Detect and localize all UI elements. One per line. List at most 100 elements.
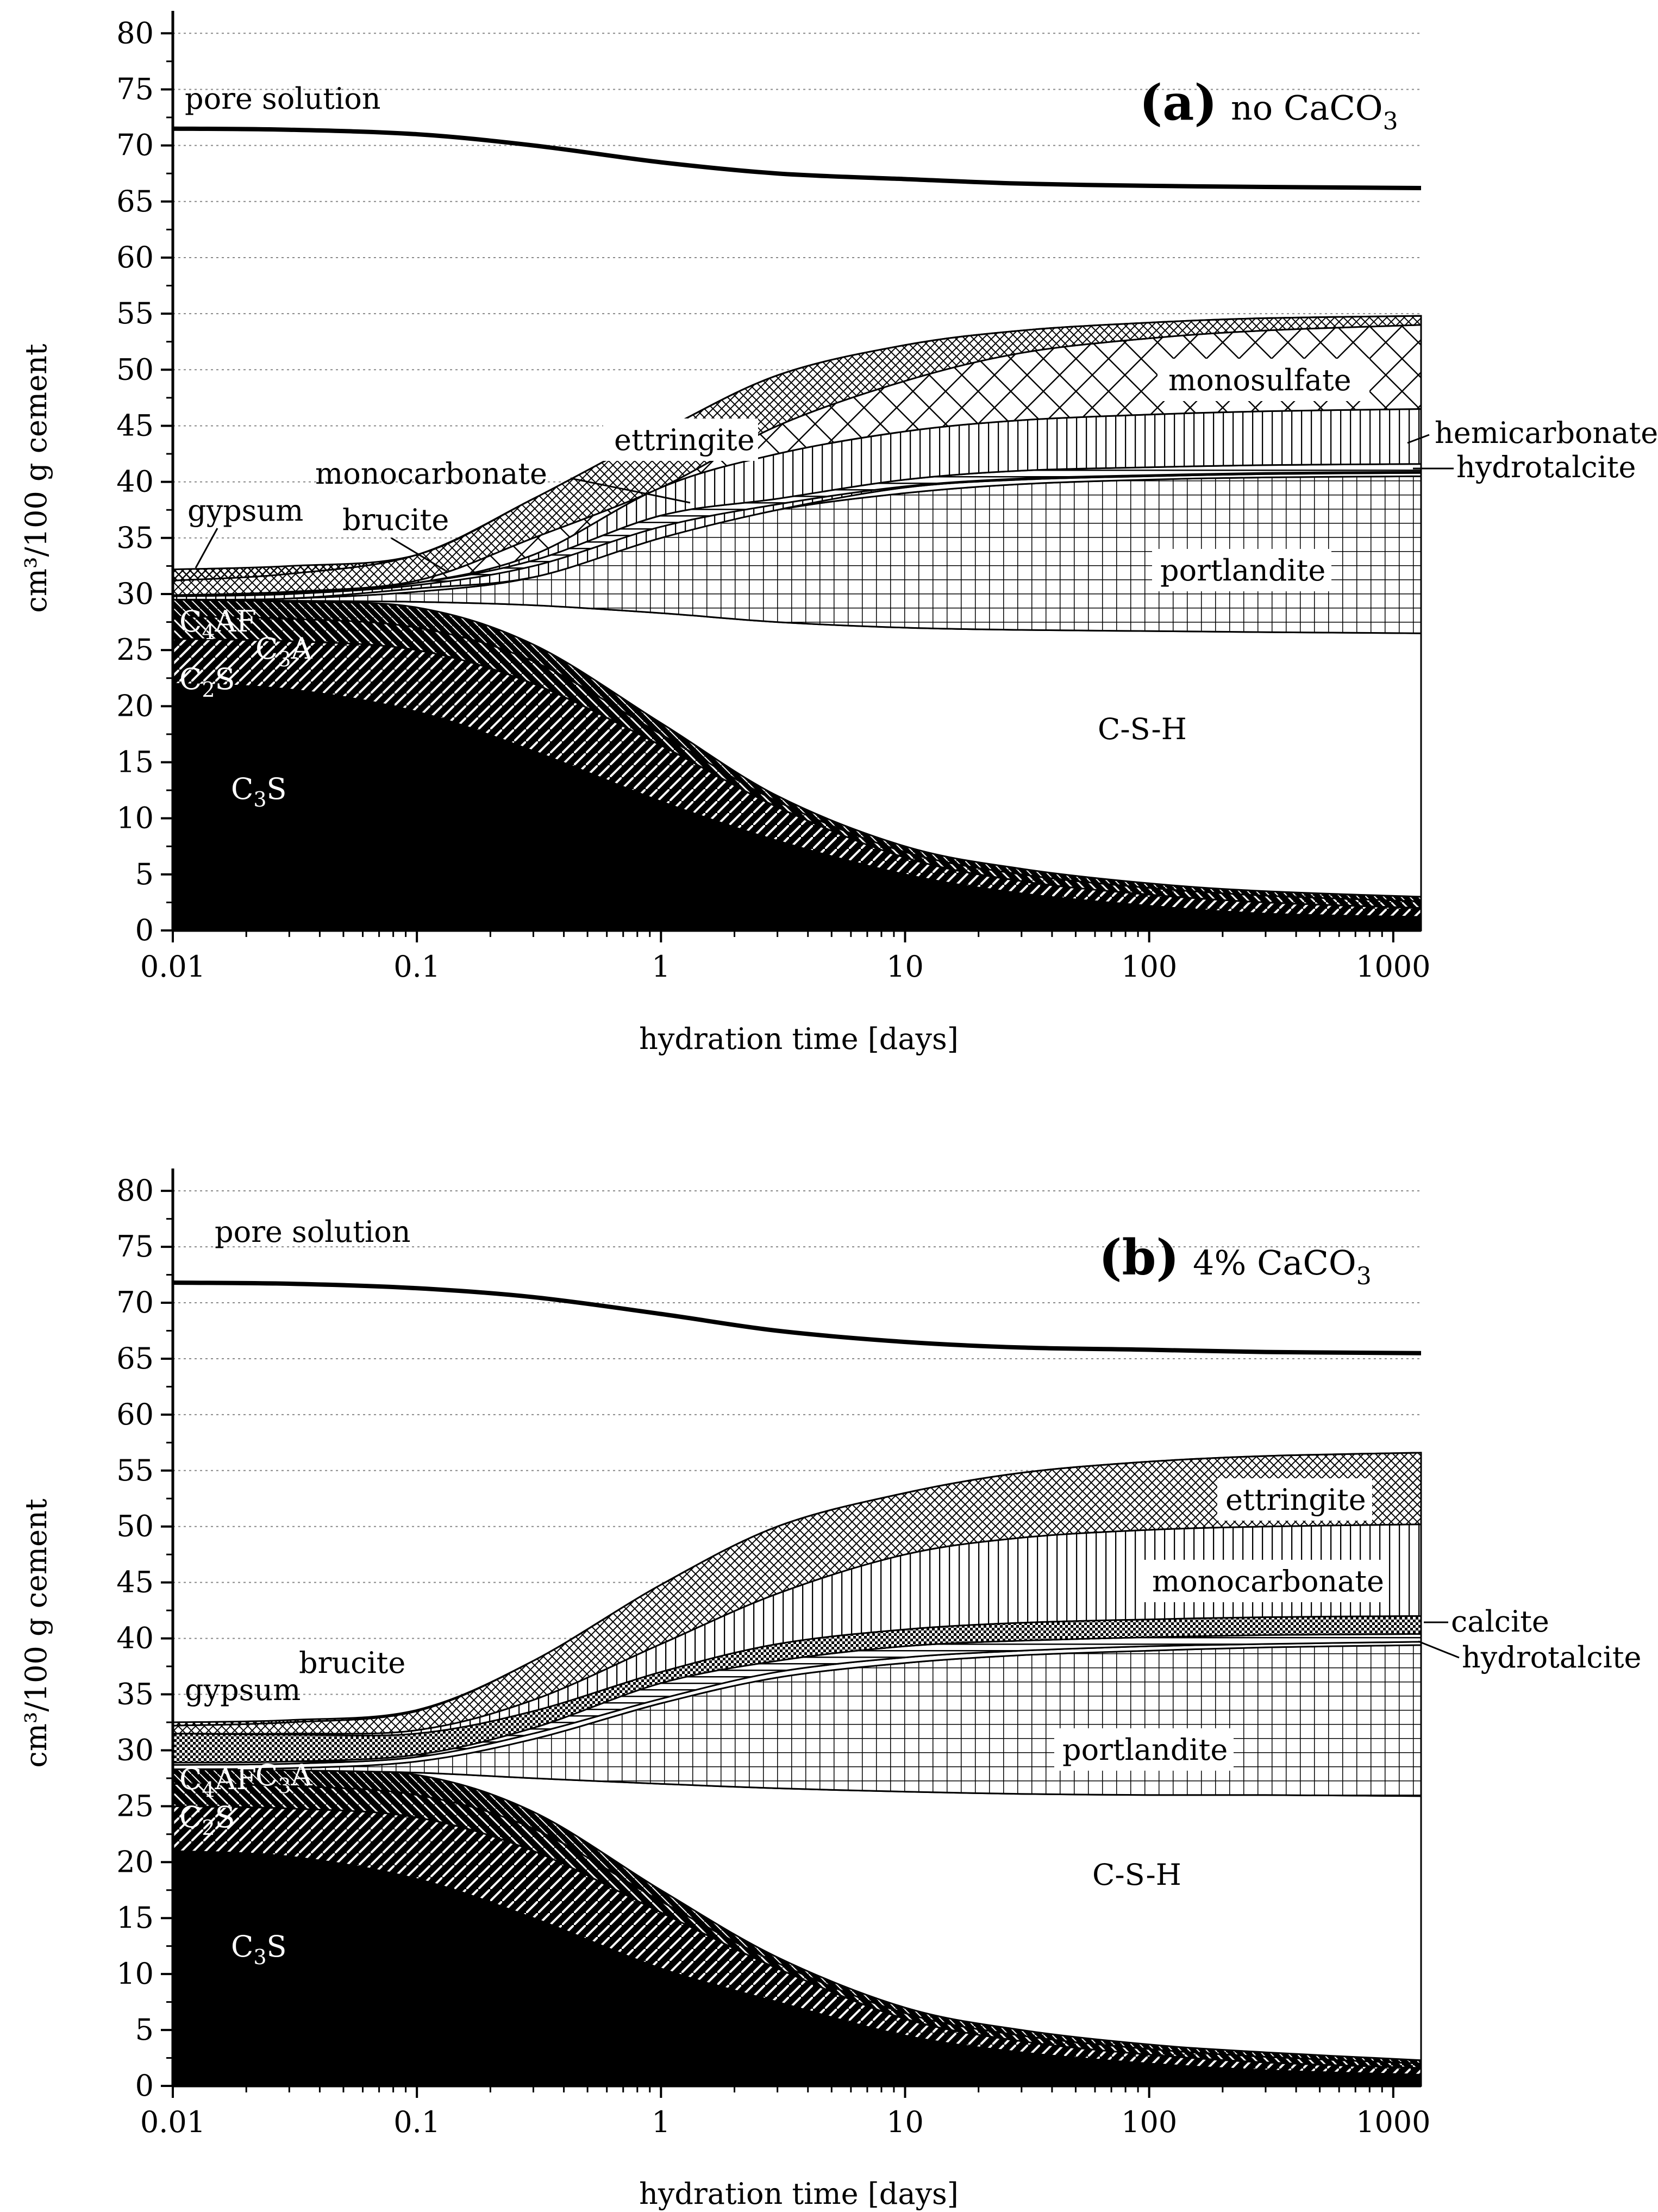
y-tick-label-b-0: 0 — [135, 2069, 154, 2103]
xlabel-b: hydration time [days] — [639, 2177, 959, 2211]
y-tick-label-a-25: 25 — [116, 633, 154, 667]
y-tick-label-a-35: 35 — [116, 521, 154, 555]
label-c2s-a: C2S — [179, 662, 235, 702]
panel-a: 0 5 10 15 20 25 30 35 40 45 50 55 60 65 70 75 80 0.01 0.1 1… — [19, 11, 1658, 1056]
y-tick-label-a-65: 65 — [116, 184, 154, 218]
label-calcite-b: calcite — [1451, 1604, 1549, 1639]
panel-letter-b: (b) — [1099, 1229, 1179, 1286]
y-tick-label-a-50: 50 — [116, 352, 154, 386]
y-tick-label-a-10: 10 — [116, 801, 154, 835]
panel-title-a: (a) no CaCO3 — [1140, 74, 1398, 135]
leader-lines-a — [195, 434, 1454, 572]
label-monosulfate-a: monosulfate — [1158, 359, 1369, 401]
y-tick-label-a-5: 5 — [135, 857, 154, 891]
x-tick-label-b-0.01: 0.01 — [140, 2105, 205, 2139]
x-tick-label-a-0.01: 0.01 — [140, 949, 205, 984]
label-monocarbonate-a: monocarbonate — [315, 457, 547, 491]
y-tick-label-b-45: 45 — [116, 1565, 154, 1599]
y-tick-label-a-45: 45 — [116, 408, 154, 442]
areas-a — [172, 315, 1422, 932]
svg-text:portlandite: portlandite — [1062, 1733, 1228, 1767]
y-tick-label-a-80: 80 — [116, 16, 154, 50]
y-tick-label-b-75: 75 — [116, 1229, 154, 1264]
label-hemicarbonate-a: hemicarbonate — [1435, 416, 1658, 450]
y-tick-label-b-5: 5 — [135, 2013, 154, 2047]
label-csh-a: C-S-H — [1098, 712, 1187, 746]
label-portlandite-a: portlandite — [1152, 549, 1331, 591]
label-csh-b: C-S-H — [1092, 1858, 1181, 1892]
label-monocarbonate-b: monocarbonate — [1141, 1560, 1388, 1602]
y-tick-label-a-60: 60 — [116, 240, 154, 274]
pore-solution-line-a — [172, 126, 1422, 190]
pore-solution-curve-b — [172, 1280, 1422, 1355]
label-ettringite-b: ettringite — [1217, 1478, 1372, 1521]
leader-lines-b — [1418, 1621, 1460, 1659]
y-tick-label-b-50: 50 — [116, 1509, 154, 1544]
label-c3a-a: C3A — [255, 632, 313, 671]
label-gypsum-b: gypsum — [185, 1673, 301, 1707]
pore-solution-curve-a — [172, 126, 1422, 190]
y-tick-label-b-15: 15 — [116, 1901, 154, 1935]
label-ettringite-a: ettringite — [603, 418, 758, 461]
y-tick-label-b-80: 80 — [116, 1173, 154, 1208]
label-pore-solution-a: pore solution — [185, 82, 381, 116]
y-tick-label-b-25: 25 — [116, 1789, 154, 1823]
y-tick-label-a-75: 75 — [116, 72, 154, 106]
x-tick-label-b-1: 1 — [652, 2105, 670, 2139]
panel-title-b: (b) 4% CaCO3 — [1099, 1229, 1372, 1290]
x-tick-label-a-10: 10 — [886, 949, 924, 984]
label-c3s-b: C3S — [231, 1929, 287, 1969]
y-tick-label-a-55: 55 — [116, 296, 154, 330]
svg-text:monocarbonate: monocarbonate — [1152, 1564, 1384, 1598]
areas-b — [172, 1452, 1422, 2087]
axes-a — [171, 11, 1421, 932]
label-pore-solution-b: pore solution — [215, 1215, 411, 1249]
label-brucite-b: brucite — [299, 1646, 405, 1680]
svg-text:ettringite: ettringite — [1225, 1483, 1366, 1517]
y-tick-label-b-55: 55 — [116, 1453, 154, 1488]
y-tick-label-b-10: 10 — [116, 1957, 154, 1991]
y-tick-label-b-65: 65 — [116, 1341, 154, 1376]
y-tick-label-b-35: 35 — [116, 1677, 154, 1711]
x-tick-label-a-1: 1 — [652, 949, 670, 984]
label-hydrotalcite-a: hydrotalcite — [1456, 450, 1636, 484]
panel-condition-b: 4% CaCO3 — [1193, 1243, 1372, 1290]
label-hydrotalcite-b: hydrotalcite — [1462, 1640, 1642, 1674]
y-tick-label-b-70: 70 — [116, 1285, 154, 1320]
x-tick-label-b-1000: 1000 — [1356, 2105, 1430, 2139]
x-tick-label-a-0.1: 0.1 — [393, 949, 440, 984]
y-tick-label-a-30: 30 — [116, 577, 154, 611]
x-tick-label-b-10: 10 — [886, 2105, 924, 2139]
label-portlandite-b: portlandite — [1054, 1728, 1234, 1771]
x-tick-label-a-1000: 1000 — [1356, 949, 1430, 984]
y-tick-label-b-40: 40 — [116, 1621, 154, 1655]
area-gypsum-a — [172, 315, 1422, 582]
ylabel-a: cm³/100 g cement — [19, 343, 53, 613]
x-tick-label-b-0.1: 0.1 — [393, 2105, 440, 2139]
y-tick-label-a-40: 40 — [116, 465, 154, 499]
x-tick-label-a-100: 100 — [1121, 949, 1177, 984]
panel-letter-a: (a) — [1140, 74, 1217, 132]
x-tick-label-b-100: 100 — [1121, 2105, 1177, 2139]
svg-text:portlandite: portlandite — [1160, 553, 1325, 588]
svg-text:monosulfate: monosulfate — [1168, 363, 1352, 397]
y-tick-label-a-20: 20 — [116, 689, 154, 723]
y-tick-label-a-70: 70 — [116, 128, 154, 163]
svg-text:ettringite: ettringite — [614, 423, 755, 457]
y-tick-label-b-20: 20 — [116, 1845, 154, 1879]
label-gypsum-a: gypsum — [187, 493, 303, 528]
y-tick-label-a-0: 0 — [135, 913, 154, 947]
label-c2s-b: C2S — [179, 1800, 235, 1840]
ylabel-b: cm³/100 g cement — [19, 1498, 53, 1767]
label-c3a-b: C3A — [255, 1758, 313, 1798]
ticks-a: 0 5 10 15 20 25 30 35 40 45 50 55 60 65 70 75 80 0.01 0.1 1… — [116, 16, 1430, 984]
y-tick-label-a-15: 15 — [116, 745, 154, 779]
panel-b: 0 5 10 15 20 25 30 35 40 45 50 55 60 65 70 75 80 0.01 0.1 1… — [19, 1169, 1642, 2211]
panel-condition-a: no CaCO3 — [1231, 88, 1398, 135]
y-tick-label-b-30: 30 — [116, 1733, 154, 1767]
xlabel-a: hydration time [days] — [639, 1022, 959, 1056]
axes-b — [171, 1169, 1421, 2088]
label-c3s-a: C3S — [231, 772, 287, 811]
pore-solution-line-b — [172, 1280, 1422, 1355]
